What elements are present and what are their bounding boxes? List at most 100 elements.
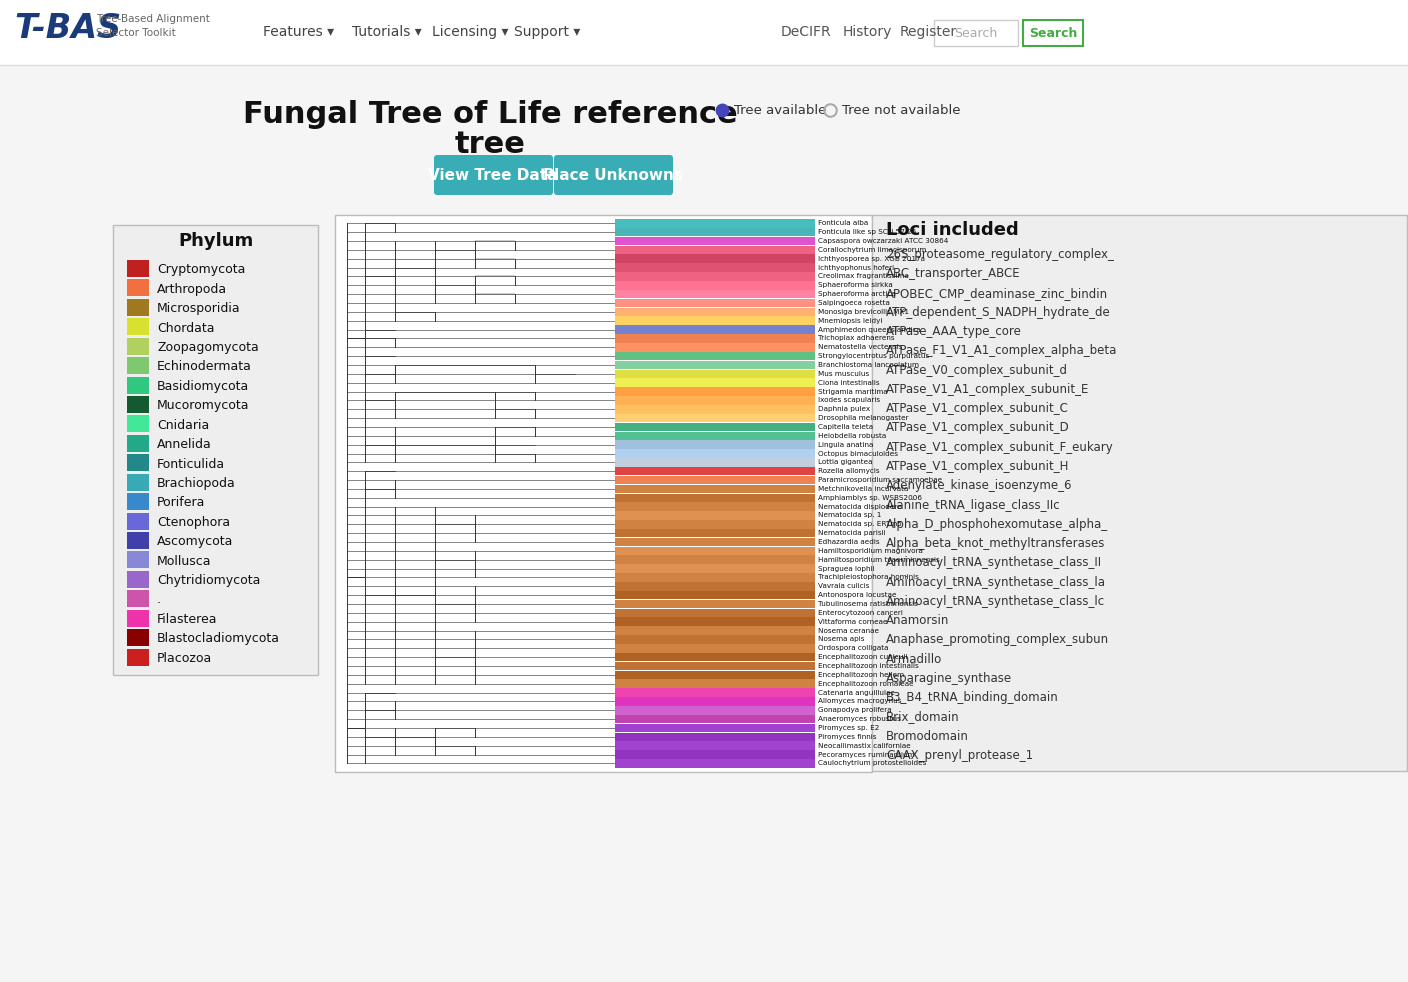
Text: Vavraia culicis: Vavraia culicis [818,583,870,589]
Text: Piromyces finnis: Piromyces finnis [818,734,877,739]
Text: Pecoramyces ruminantium: Pecoramyces ruminantium [818,751,915,757]
Text: ATPase_F1_V1_A1_complex_alpha_beta: ATPase_F1_V1_A1_complex_alpha_beta [886,345,1118,357]
Text: Allomyces macrogynus: Allomyces macrogynus [818,698,901,704]
Text: Encephalitozoon intestinalis: Encephalitozoon intestinalis [818,663,919,669]
Text: Enterocytozoon canceri: Enterocytozoon canceri [818,610,903,616]
Text: APOBEC_CMP_deaminase_zinc_bindin: APOBEC_CMP_deaminase_zinc_bindin [886,287,1108,300]
Bar [127,590,149,607]
Bar [615,422,815,431]
Text: Brachiopoda: Brachiopoda [158,477,235,490]
Text: Ciona intestinalis: Ciona intestinalis [818,380,880,386]
Text: Sphaeroforma sirkka: Sphaeroforma sirkka [818,282,893,289]
Text: Cnidaria: Cnidaria [158,418,210,432]
Bar [615,246,815,254]
Text: History: History [843,25,893,39]
Bar [615,618,815,626]
Text: Ordospora colligata: Ordospora colligata [818,645,888,651]
Text: Asparagine_synthase: Asparagine_synthase [886,672,1012,684]
Bar [615,680,815,688]
Bar [615,494,815,502]
Bar [615,503,815,511]
Text: Fonticulida: Fonticulida [158,458,225,470]
Text: Hamiltosporidium tvaerminnensis: Hamiltosporidium tvaerminnensis [818,557,939,563]
Bar [615,547,815,555]
FancyBboxPatch shape [553,155,673,195]
Bar [615,325,815,334]
Bar [615,671,815,680]
Text: Octopus bimaculoides: Octopus bimaculoides [818,451,898,457]
Bar [615,254,815,263]
Text: Trichoplax adhaerens: Trichoplax adhaerens [818,336,894,342]
Bar [615,237,815,246]
Text: ATPase_V1_complex_subunit_H: ATPase_V1_complex_subunit_H [886,460,1069,473]
Text: Tutorials ▾: Tutorials ▾ [352,25,422,39]
Bar [127,455,149,471]
Bar [127,493,149,510]
Text: Anaphase_promoting_complex_subun: Anaphase_promoting_complex_subun [886,633,1110,646]
Text: Blastocladiomycota: Blastocladiomycota [158,632,280,645]
Bar [615,290,815,299]
Bar [615,644,815,653]
Text: ATPase_V1_A1_complex_subunit_E: ATPase_V1_A1_complex_subunit_E [886,383,1090,396]
Bar [615,458,815,466]
Bar [127,473,149,491]
Bar [615,396,815,405]
Text: Nosema apis: Nosema apis [818,636,865,642]
Text: Filasterea: Filasterea [158,613,217,626]
Text: Nematocida sp. ERTm5: Nematocida sp. ERTm5 [818,521,903,527]
Text: Armadillo: Armadillo [886,653,942,666]
Bar [615,449,815,458]
Bar [127,260,149,277]
Text: Arthropoda: Arthropoda [158,283,227,296]
Bar [615,750,815,759]
Bar [127,396,149,413]
Text: Cryptomycota: Cryptomycota [158,263,245,276]
Text: Salpingoeca rosetta: Salpingoeca rosetta [818,300,890,306]
Text: Daphnia pulex: Daphnia pulex [818,407,870,412]
Text: Fonticula like sp SCN 57 25: Fonticula like sp SCN 57 25 [818,229,917,235]
Bar [615,272,815,281]
Bar [615,440,815,449]
Bar [615,466,815,475]
Bar [615,715,815,724]
Bar [615,635,815,644]
Text: Piromyces sp. E2: Piromyces sp. E2 [818,725,880,731]
Text: CAAX_prenyl_protease_1: CAAX_prenyl_protease_1 [886,749,1033,762]
Bar [615,565,815,573]
Bar [615,573,815,581]
Text: Ascomycota: Ascomycota [158,535,234,548]
Text: Ichthyosporea sp. XGB 2017a: Ichthyosporea sp. XGB 2017a [818,255,925,261]
Bar [615,538,815,546]
Bar [615,219,815,228]
Text: Tree not available: Tree not available [842,103,960,117]
Bar [615,378,815,387]
Bar [615,591,815,599]
Bar [615,263,815,272]
Bar [872,215,1407,771]
Text: Zoopagomycota: Zoopagomycota [158,341,259,354]
Text: ATPase_V1_complex_subunit_D: ATPase_V1_complex_subunit_D [886,421,1070,434]
FancyBboxPatch shape [434,155,553,195]
Text: Bromodomain: Bromodomain [886,730,969,742]
Bar [615,697,815,706]
Text: Helobdella robusta: Helobdella robusta [818,433,886,439]
Text: Nematostella vectensis: Nematostella vectensis [818,345,903,351]
Text: Features ▾: Features ▾ [263,25,334,39]
Text: Register: Register [900,25,957,39]
Bar [615,307,815,316]
Text: Mnemiopsis leidyi: Mnemiopsis leidyi [818,318,883,324]
Text: Anaeromyces robustus: Anaeromyces robustus [818,716,901,722]
Bar [0,0,1408,65]
Text: ATPase_V1_complex_subunit_F_eukary: ATPase_V1_complex_subunit_F_eukary [886,441,1114,454]
Bar [615,316,815,325]
Text: Mucoromycota: Mucoromycota [158,400,249,412]
Text: Drosophila melanogaster: Drosophila melanogaster [818,415,908,421]
Text: Anamorsin: Anamorsin [886,614,949,627]
Text: Strongylocentrotus purpuratus: Strongylocentrotus purpuratus [818,354,929,359]
Bar [615,759,815,768]
Text: 26S_proteasome_regulatory_complex_: 26S_proteasome_regulatory_complex_ [886,248,1114,261]
Text: Mus musculus: Mus musculus [818,371,869,377]
Bar [615,706,815,715]
Bar [615,281,815,290]
Text: Brix_domain: Brix_domain [886,710,960,724]
